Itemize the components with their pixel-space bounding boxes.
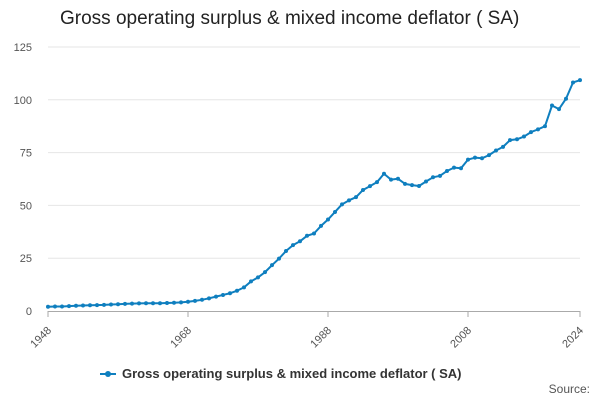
grid-layer (48, 46, 580, 259)
chart-legend[interactable]: Gross operating surplus & mixed income d… (100, 366, 462, 381)
data-point[interactable] (452, 165, 456, 170)
y-tick-label: 25 (20, 253, 32, 265)
data-point[interactable] (515, 137, 519, 142)
x-tick-label: 2008 (448, 325, 474, 351)
data-point[interactable] (144, 301, 148, 306)
data-point[interactable] (284, 249, 288, 254)
data-point[interactable] (102, 302, 106, 307)
data-point[interactable] (340, 202, 344, 207)
data-point[interactable] (550, 103, 554, 108)
data-point[interactable] (382, 171, 386, 176)
data-point[interactable] (396, 176, 400, 181)
data-point[interactable] (109, 302, 113, 307)
data-point[interactable] (361, 187, 365, 192)
series-line[interactable] (47, 79, 581, 308)
data-point[interactable] (172, 300, 176, 305)
data-point[interactable] (424, 179, 428, 184)
data-point[interactable] (200, 297, 204, 302)
data-point[interactable] (158, 301, 162, 306)
data-point[interactable] (466, 157, 470, 162)
data-point[interactable] (263, 270, 267, 275)
x-tick-label: 1988 (308, 325, 334, 351)
data-point[interactable] (242, 285, 246, 290)
data-point[interactable] (67, 304, 71, 309)
source-credit[interactable]: Source: (548, 382, 590, 396)
data-point[interactable] (445, 168, 449, 173)
data-point[interactable] (564, 96, 568, 101)
y-tick-label: 125 (14, 42, 32, 54)
data-point[interactable] (354, 195, 358, 200)
data-point[interactable] (186, 299, 190, 304)
data-point[interactable] (529, 130, 533, 135)
y-tick-label: 50 (20, 200, 32, 212)
data-point[interactable] (557, 107, 561, 112)
data-point[interactable] (417, 183, 421, 188)
data-point[interactable] (179, 300, 183, 305)
data-point[interactable] (522, 134, 526, 139)
x-tick-label: 2024 (560, 325, 586, 351)
data-point[interactable] (277, 256, 281, 261)
data-point[interactable] (312, 231, 316, 236)
data-point[interactable] (95, 303, 99, 308)
data-point[interactable] (487, 153, 491, 158)
y-tick-label: 100 (14, 95, 32, 107)
data-point[interactable] (459, 166, 463, 171)
data-point[interactable] (88, 303, 92, 308)
data-point[interactable] (410, 183, 414, 188)
legend-line-marker-icon (100, 369, 116, 379)
data-point[interactable] (235, 288, 239, 293)
data-point[interactable] (151, 301, 155, 306)
data-point[interactable] (130, 301, 134, 306)
data-point[interactable] (326, 217, 330, 222)
data-point[interactable] (298, 239, 302, 244)
x-tick-label: 1948 (28, 325, 54, 351)
data-point[interactable] (473, 155, 477, 160)
data-point[interactable] (508, 138, 512, 143)
data-point[interactable] (137, 301, 141, 306)
chart-title: Gross operating surplus & mixed income d… (60, 8, 520, 29)
data-point[interactable] (536, 127, 540, 132)
data-point[interactable] (319, 223, 323, 228)
data-point[interactable] (305, 233, 309, 238)
data-point[interactable] (53, 304, 57, 309)
y-tick-label: 75 (20, 148, 32, 160)
x-tick-label: 1968 (168, 325, 194, 351)
data-point[interactable] (228, 291, 232, 296)
data-point[interactable] (193, 298, 197, 303)
data-point[interactable] (123, 301, 127, 306)
data-point[interactable] (74, 303, 78, 308)
data-point[interactable] (214, 294, 218, 299)
data-point[interactable] (256, 275, 260, 280)
data-point[interactable] (389, 177, 393, 182)
data-point[interactable] (494, 148, 498, 153)
data-point[interactable] (347, 198, 351, 203)
series-layer (46, 78, 582, 309)
data-point[interactable] (571, 80, 575, 85)
data-point[interactable] (438, 173, 442, 178)
y-tick-label: 0 (26, 306, 32, 318)
data-point[interactable] (291, 243, 295, 248)
data-point[interactable] (116, 302, 120, 307)
data-point[interactable] (431, 175, 435, 180)
data-point[interactable] (403, 181, 407, 186)
data-point[interactable] (375, 180, 379, 185)
legend-label: Gross operating surplus & mixed income d… (122, 366, 462, 381)
data-point[interactable] (221, 292, 225, 297)
data-point[interactable] (60, 304, 64, 309)
data-point[interactable] (81, 303, 85, 308)
data-point[interactable] (501, 144, 505, 149)
data-point[interactable] (207, 296, 211, 301)
data-point[interactable] (368, 184, 372, 189)
data-point[interactable] (249, 279, 253, 284)
data-point[interactable] (46, 304, 50, 309)
data-point[interactable] (333, 209, 337, 214)
data-point[interactable] (480, 156, 484, 161)
data-point[interactable] (165, 300, 169, 305)
data-point[interactable] (543, 124, 547, 129)
data-point[interactable] (578, 78, 582, 83)
data-point[interactable] (270, 263, 274, 268)
